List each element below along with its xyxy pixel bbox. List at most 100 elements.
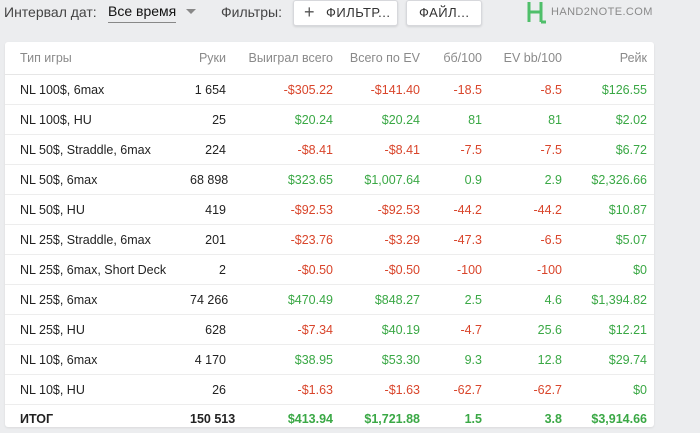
cell-game-type: ИТОГ [5, 405, 183, 433]
cell-rake: $29.74 [569, 345, 654, 375]
cell-hands: 25 [183, 105, 233, 135]
cell-bb100: -62.7 [427, 375, 489, 405]
cell-rake: $0 [569, 375, 654, 405]
cell-hands: 201 [183, 225, 233, 255]
files-button[interactable]: ФАЙЛ... [406, 0, 482, 26]
cell-ev-total: -$8.41 [340, 135, 427, 165]
cell-hands: 419 [183, 195, 233, 225]
header-ev-bb100[interactable]: EV bb/100 [489, 42, 569, 75]
cell-bb100: 81 [427, 105, 489, 135]
cell-bb100: -47.3 [427, 225, 489, 255]
header-game-type[interactable]: Тип игры [5, 42, 183, 75]
cell-won-total: $323.65 [233, 165, 340, 195]
cell-hands: 628 [183, 315, 233, 345]
period-select[interactable]: Все время [108, 2, 176, 23]
cell-ev-total: -$92.53 [340, 195, 427, 225]
filters-label: Фильтры: [221, 4, 282, 20]
cell-ev-bb100: 25.6 [489, 315, 569, 345]
cell-ev-total: $848.27 [340, 285, 427, 315]
cell-hands: 4 170 [183, 345, 233, 375]
cell-won-total: $413.94 [233, 405, 340, 433]
cell-game-type: NL 100$, 6max [5, 75, 183, 105]
cell-hands: 68 898 [183, 165, 233, 195]
cell-rake: $3,914.66 [569, 405, 654, 433]
cell-won-total: -$1.63 [233, 375, 340, 405]
cell-game-type: NL 25$, 6max, Short Deck [5, 255, 183, 285]
cell-ev-bb100: -6.5 [489, 225, 569, 255]
cell-ev-total: $53.30 [340, 345, 427, 375]
files-button-label: ФАЙЛ... [419, 1, 469, 25]
cell-rake: $6.72 [569, 135, 654, 165]
cell-won-total: $470.49 [233, 285, 340, 315]
hand2note-logo: HAND2NOTE.COM [527, 0, 547, 24]
cell-game-type: NL 25$, 6max [5, 285, 183, 315]
cell-won-total: -$7.34 [233, 315, 340, 345]
cell-ev-bb100: 2.9 [489, 165, 569, 195]
cell-ev-bb100: -7.5 [489, 135, 569, 165]
cell-bb100: -4.7 [427, 315, 489, 345]
cell-bb100: 1.5 [427, 405, 489, 433]
cell-hands: 2 [183, 255, 233, 285]
period-label: Интервал дат: [4, 4, 97, 20]
stats-table-card: Тип игры Руки Выиграл всего Всего по EV … [5, 42, 654, 427]
cell-ev-total: $1,721.88 [340, 405, 427, 433]
cell-game-type: NL 50$, HU [5, 195, 183, 225]
cell-won-total: -$23.76 [233, 225, 340, 255]
cell-ev-bb100: 81 [489, 105, 569, 135]
cell-hands: 26 [183, 375, 233, 405]
filters-button[interactable]: + ФИЛЬТР... [293, 0, 398, 26]
header-hands[interactable]: Руки [183, 42, 233, 75]
cell-game-type: NL 10$, HU [5, 375, 183, 405]
cell-ev-total: -$1.63 [340, 375, 427, 405]
cell-ev-bb100: -100 [489, 255, 569, 285]
cell-bb100: -18.5 [427, 75, 489, 105]
plus-icon: + [304, 1, 315, 24]
stats-table: Тип игры Руки Выиграл всего Всего по EV … [5, 42, 654, 433]
hand2note-logo-icon [527, 0, 547, 24]
cell-hands: 74 266 [183, 285, 233, 315]
cell-rake: $10.87 [569, 195, 654, 225]
cell-bb100: -44.2 [427, 195, 489, 225]
cell-ev-bb100: 3.8 [489, 405, 569, 433]
cell-game-type: NL 10$, 6max [5, 345, 183, 375]
cell-ev-bb100: -62.7 [489, 375, 569, 405]
header-won-total[interactable]: Выиграл всего [233, 42, 340, 75]
table-header-row: Тип игры Руки Выиграл всего Всего по EV … [5, 42, 654, 75]
cell-bb100: 0.9 [427, 165, 489, 195]
cell-rake: $2.02 [569, 105, 654, 135]
cell-game-type: NL 25$, HU [5, 315, 183, 345]
cell-game-type: NL 50$, 6max [5, 165, 183, 195]
cell-bb100: 2.5 [427, 285, 489, 315]
chevron-down-icon[interactable] [186, 9, 196, 14]
cell-hands: 150 513 [183, 405, 233, 433]
cell-won-total: $20.24 [233, 105, 340, 135]
cell-ev-total: $1,007.64 [340, 165, 427, 195]
header-rake[interactable]: Рейк [569, 42, 654, 75]
cell-rake: $1,394.82 [569, 285, 654, 315]
cell-ev-bb100: -44.2 [489, 195, 569, 225]
cell-rake: $2,326.66 [569, 165, 654, 195]
header-ev-total[interactable]: Всего по EV [340, 42, 427, 75]
cell-hands: 1 654 [183, 75, 233, 105]
cell-ev-total: -$3.29 [340, 225, 427, 255]
header-bb100[interactable]: бб/100 [427, 42, 489, 75]
logo-text: HAND2NOTE.COM [551, 6, 653, 18]
cell-ev-bb100: 12.8 [489, 345, 569, 375]
cell-rake: $5.07 [569, 225, 654, 255]
cell-ev-total: -$141.40 [340, 75, 427, 105]
cell-won-total: -$8.41 [233, 135, 340, 165]
cell-won-total: -$92.53 [233, 195, 340, 225]
cell-ev-total: $40.19 [340, 315, 427, 345]
